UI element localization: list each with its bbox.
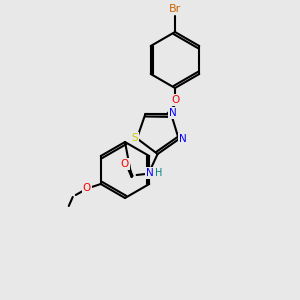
Text: S: S [132, 134, 138, 143]
Text: O: O [171, 95, 179, 105]
Text: O: O [121, 159, 129, 169]
Text: Br: Br [169, 4, 181, 14]
Text: N: N [169, 108, 177, 118]
Text: N: N [146, 168, 154, 178]
Text: N: N [179, 134, 187, 144]
Text: H: H [155, 168, 162, 178]
Text: O: O [82, 183, 91, 193]
